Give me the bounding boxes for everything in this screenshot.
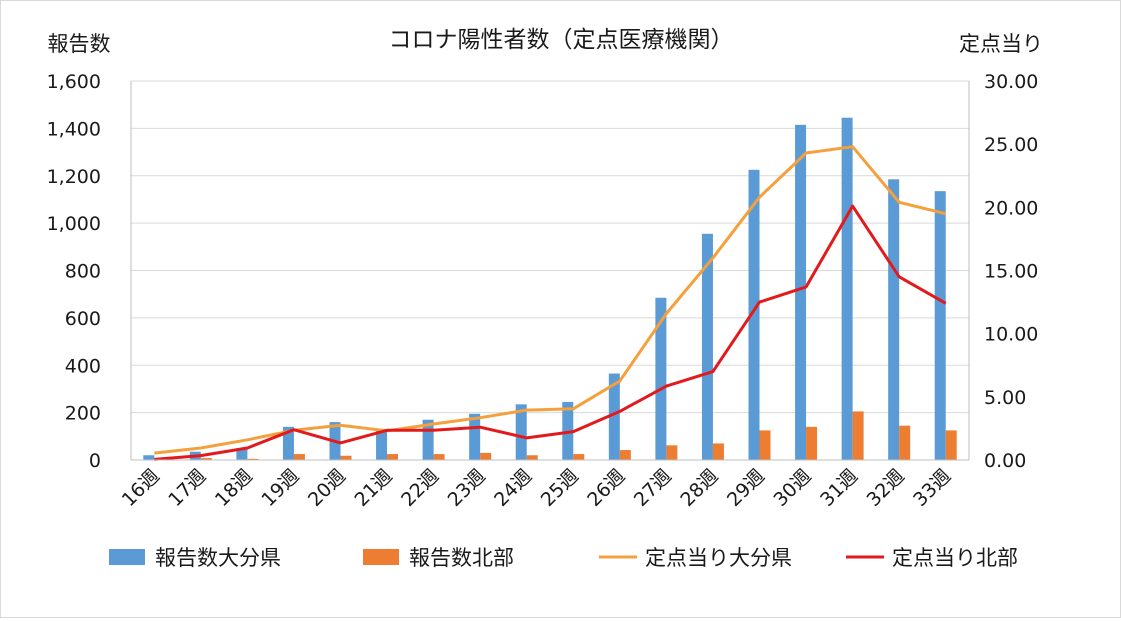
bar xyxy=(701,233,713,460)
legend: 報告数大分県 報告数北部 定点当り大分県 定点当り北部 xyxy=(109,546,1018,570)
y-left-tick-label: 0 xyxy=(89,450,101,472)
x-tick-label: 19週 xyxy=(257,465,303,511)
x-tick-label: 27週 xyxy=(630,465,676,511)
series-line xyxy=(154,145,947,455)
series-line xyxy=(154,204,947,461)
legend-label: 報告数大分県 xyxy=(155,546,281,570)
y-right-tick-label: 25.00 xyxy=(984,134,1038,156)
x-tick-label: 33週 xyxy=(909,465,955,511)
bar xyxy=(655,297,667,460)
bar xyxy=(200,458,212,460)
x-tick-label: 18週 xyxy=(211,465,257,511)
bars-group xyxy=(143,117,957,461)
x-tick-label: 30週 xyxy=(769,465,815,511)
x-tick-label: 26週 xyxy=(583,465,629,511)
bar xyxy=(480,452,492,460)
bar xyxy=(340,455,352,460)
y-right-tick-label: 10.00 xyxy=(984,324,1038,346)
bar xyxy=(888,179,900,460)
bar xyxy=(945,430,957,460)
x-tick-label: 25週 xyxy=(537,465,583,511)
x-tick-label: 16週 xyxy=(118,465,164,511)
bar xyxy=(433,454,445,460)
y-left-tick-label: 1,600 xyxy=(47,71,101,93)
y-right-label: 定点当り xyxy=(959,32,1043,56)
y-left-tick-label: 400 xyxy=(65,355,101,377)
legend-label: 報告数北部 xyxy=(409,546,514,570)
bar xyxy=(143,455,155,460)
bar xyxy=(608,373,620,460)
x-tick-label: 32週 xyxy=(863,465,909,511)
y-left-tick-label: 1,000 xyxy=(47,213,101,235)
bar xyxy=(293,454,305,460)
legend-swatch xyxy=(109,549,145,565)
bar xyxy=(759,430,771,460)
gridlines xyxy=(131,80,969,461)
y-right-tick-label: 15.00 xyxy=(984,261,1038,283)
bar xyxy=(376,429,388,460)
y-right-tick-label: 20.00 xyxy=(984,197,1038,219)
bar xyxy=(469,413,481,460)
lines-group xyxy=(154,145,947,461)
y-right-tick-label: 5.00 xyxy=(984,387,1026,409)
y-left-tick-label: 1,200 xyxy=(47,166,101,188)
bar xyxy=(526,455,538,460)
bar xyxy=(806,426,818,460)
bar xyxy=(247,458,259,460)
bar xyxy=(666,445,678,460)
y-left-tick-label: 800 xyxy=(65,261,101,283)
legend-label: 定点当り北部 xyxy=(892,546,1018,570)
bar xyxy=(748,169,760,460)
bar xyxy=(852,411,864,460)
bar xyxy=(236,448,248,460)
x-tick-label: 24週 xyxy=(490,465,536,511)
x-tick-label: 31週 xyxy=(816,465,862,511)
y-left-tick-label: 600 xyxy=(65,308,101,330)
bar xyxy=(619,450,631,460)
bar xyxy=(712,443,724,460)
x-tick-label: 29週 xyxy=(723,465,769,511)
y-left-label: 報告数 xyxy=(48,32,111,56)
bar xyxy=(515,404,527,460)
bar xyxy=(899,425,911,460)
bar xyxy=(387,454,399,460)
x-tick-label: 23週 xyxy=(444,465,490,511)
x-tick-label: 20週 xyxy=(304,465,350,511)
bar xyxy=(422,419,434,460)
bar xyxy=(573,454,585,460)
x-tick-label: 17週 xyxy=(164,465,210,511)
x-tick-label: 22週 xyxy=(397,465,443,511)
y-left-tick-label: 1,400 xyxy=(47,118,101,140)
y-right-tick-label: 0.00 xyxy=(984,450,1026,472)
legend-swatch xyxy=(363,549,399,565)
bar xyxy=(282,426,294,460)
bar xyxy=(795,124,807,461)
chart-title: コロナ陽性者数（定点医療機関） xyxy=(389,27,734,53)
bar xyxy=(934,191,946,460)
x-tick-label: 21週 xyxy=(350,465,396,511)
legend-label: 定点当り大分県 xyxy=(645,546,792,570)
y-right-tick-label: 30.00 xyxy=(984,71,1038,93)
x-tick-label: 28週 xyxy=(676,465,722,511)
bar xyxy=(841,117,853,460)
y-left-tick-label: 200 xyxy=(65,403,101,425)
